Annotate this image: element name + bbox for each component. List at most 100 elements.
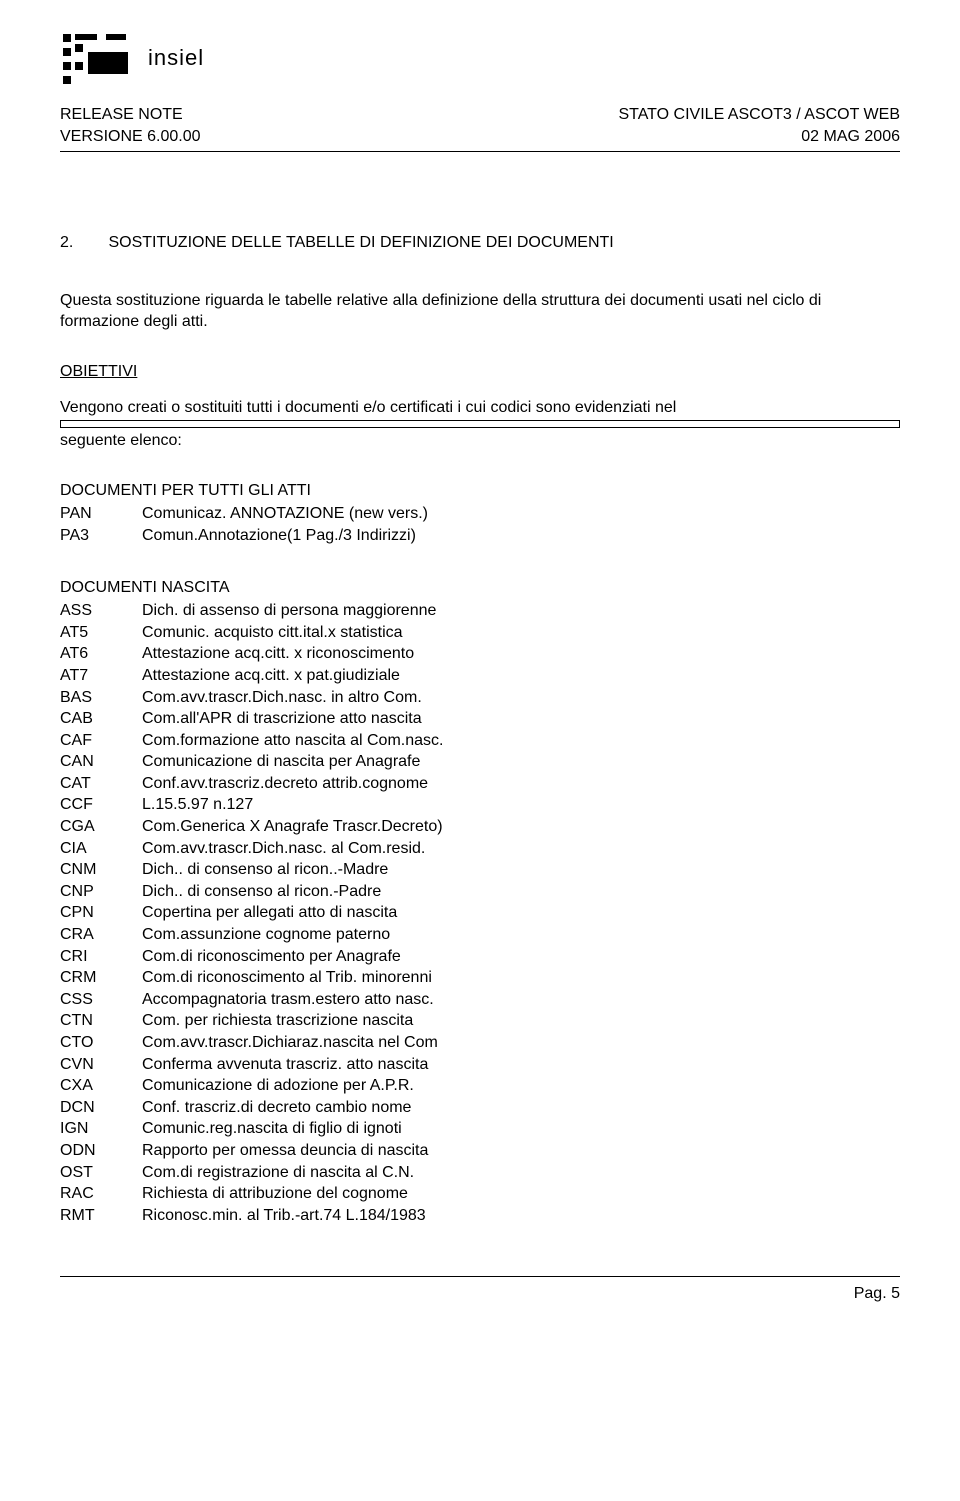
group-tutti-atti: DOCUMENTI PER TUTTI GLI ATTI PANComunica… xyxy=(60,480,900,547)
code-key: CRI xyxy=(60,946,142,968)
code-row: ASSDich. di assenso di persona maggioren… xyxy=(60,600,900,622)
date-label: 02 MAG 2006 xyxy=(618,126,900,148)
section-title: 2. SOSTITUZIONE DELLE TABELLE DI DEFINIZ… xyxy=(60,232,900,254)
code-row: CANComunicazione di nascita per Anagrafe xyxy=(60,751,900,773)
footer-rule xyxy=(60,1276,900,1277)
code-key: OST xyxy=(60,1162,142,1184)
highlight-frame xyxy=(60,420,900,428)
code-row: AT7Attestazione acq.citt. x pat.giudizia… xyxy=(60,665,900,687)
seguente-elenco: seguente elenco: xyxy=(60,430,900,452)
code-key: CRM xyxy=(60,967,142,989)
code-row: BASCom.avv.trascr.Dich.nasc. in altro Co… xyxy=(60,687,900,709)
code-desc: Comunicazione di nascita per Anagrafe xyxy=(142,751,420,773)
code-desc: Com.avv.trascr.Dich.nasc. in altro Com. xyxy=(142,687,422,709)
code-desc: Com.di riconoscimento al Trib. minorenni xyxy=(142,967,432,989)
code-desc: Attestazione acq.citt. x riconoscimento xyxy=(142,643,414,665)
code-desc: Comun.Annotazione(1 Pag./3 Indirizzi) xyxy=(142,525,416,547)
header-rule xyxy=(60,151,900,152)
code-desc: Rapporto per omessa deuncia di nascita xyxy=(142,1140,428,1162)
code-key: CTO xyxy=(60,1032,142,1054)
code-desc: Com.avv.trascr.Dich.nasc. al Com.resid. xyxy=(142,838,425,860)
code-row: CNPDich.. di consenso al ricon.-Padre xyxy=(60,881,900,903)
code-key: CVN xyxy=(60,1054,142,1076)
code-key: CAB xyxy=(60,708,142,730)
intro-paragraph: Questa sostituzione riguarda le tabelle … xyxy=(60,290,900,333)
obiettivi-text: Vengono creati o sostituiti tutti i docu… xyxy=(60,397,900,419)
code-key: CNP xyxy=(60,881,142,903)
code-row: IGNComunic.reg.nascita di figlio di igno… xyxy=(60,1118,900,1140)
code-key: RMT xyxy=(60,1205,142,1227)
code-key: CTN xyxy=(60,1010,142,1032)
code-row: CAFCom.formazione atto nascita al Com.na… xyxy=(60,730,900,752)
code-desc: Dich.. di consenso al ricon..-Madre xyxy=(142,859,388,881)
code-row: PANComunicaz. ANNOTAZIONE (new vers.) xyxy=(60,503,900,525)
code-row: CIACom.avv.trascr.Dich.nasc. al Com.resi… xyxy=(60,838,900,860)
code-key: BAS xyxy=(60,687,142,709)
code-row: CCFL.15.5.97 n.127 xyxy=(60,794,900,816)
code-key: AT6 xyxy=(60,643,142,665)
code-desc: L.15.5.97 n.127 xyxy=(142,794,253,816)
code-key: AT5 xyxy=(60,622,142,644)
code-row: RMTRiconosc.min. al Trib.-art.74 L.184/1… xyxy=(60,1205,900,1227)
code-row: AT5Comunic. acquisto citt.ital.x statist… xyxy=(60,622,900,644)
code-row: CGACom.Generica X Anagrafe Trascr.Decret… xyxy=(60,816,900,838)
code-desc: Dich. di assenso di persona maggiorenne xyxy=(142,600,436,622)
code-key: CAF xyxy=(60,730,142,752)
code-key: AT7 xyxy=(60,665,142,687)
code-desc: Conf.avv.trascriz.decreto attrib.cognome xyxy=(142,773,428,795)
code-desc: Com. per richiesta trascrizione nascita xyxy=(142,1010,413,1032)
code-desc: Accompagnatoria trasm.estero atto nasc. xyxy=(142,989,434,1011)
code-row: AT6Attestazione acq.citt. x riconoscimen… xyxy=(60,643,900,665)
code-desc: Com.all'APR di trascrizione atto nascita xyxy=(142,708,422,730)
code-desc: Com.avv.trascr.Dichiaraz.nascita nel Com xyxy=(142,1032,438,1054)
code-desc: Comunic. acquisto citt.ital.x statistica xyxy=(142,622,403,644)
code-desc: Copertina per allegati atto di nascita xyxy=(142,902,397,924)
code-key: CIA xyxy=(60,838,142,860)
code-row: OSTCom.di registrazione di nascita al C.… xyxy=(60,1162,900,1184)
code-key: CGA xyxy=(60,816,142,838)
code-key: CAT xyxy=(60,773,142,795)
code-row: ODNRapporto per omessa deuncia di nascit… xyxy=(60,1140,900,1162)
product-label: STATO CIVILE ASCOT3 / ASCOT WEB xyxy=(618,104,900,126)
code-key: CCF xyxy=(60,794,142,816)
logo-block: insiel xyxy=(60,30,900,86)
code-desc: Riconosc.min. al Trib.-art.74 L.184/1983 xyxy=(142,1205,426,1227)
code-desc: Com.di registrazione di nascita al C.N. xyxy=(142,1162,414,1184)
code-row: PA3Comun.Annotazione(1 Pag./3 Indirizzi) xyxy=(60,525,900,547)
code-key: CPN xyxy=(60,902,142,924)
code-row: CABCom.all'APR di trascrizione atto nasc… xyxy=(60,708,900,730)
release-note-label: RELEASE NOTE xyxy=(60,104,201,126)
code-key: RAC xyxy=(60,1183,142,1205)
insiel-logo-icon xyxy=(60,30,130,86)
code-row: CRACom.assunzione cognome paterno xyxy=(60,924,900,946)
code-desc: Comunicazione di adozione per A.P.R. xyxy=(142,1075,414,1097)
code-desc: Richiesta di attribuzione del cognome xyxy=(142,1183,408,1205)
code-desc: Comunic.reg.nascita di figlio di ignoti xyxy=(142,1118,402,1140)
code-key: IGN xyxy=(60,1118,142,1140)
code-desc: Attestazione acq.citt. x pat.giudiziale xyxy=(142,665,400,687)
code-key: PAN xyxy=(60,503,142,525)
code-key: CAN xyxy=(60,751,142,773)
group-nascita: DOCUMENTI NASCITA ASSDich. di assenso di… xyxy=(60,577,900,1227)
code-key: CNM xyxy=(60,859,142,881)
code-desc: Com.Generica X Anagrafe Trascr.Decreto) xyxy=(142,816,443,838)
code-row: CSSAccompagnatoria trasm.estero atto nas… xyxy=(60,989,900,1011)
code-desc: Comunicaz. ANNOTAZIONE (new vers.) xyxy=(142,503,428,525)
code-key: CXA xyxy=(60,1075,142,1097)
page-number: Pag. 5 xyxy=(60,1283,900,1305)
code-row: CVNConferma avvenuta trascriz. atto nasc… xyxy=(60,1054,900,1076)
code-row: CRICom.di riconoscimento per Anagrafe xyxy=(60,946,900,968)
code-row: CTNCom. per richiesta trascrizione nasci… xyxy=(60,1010,900,1032)
code-key: ODN xyxy=(60,1140,142,1162)
section-heading: SOSTITUZIONE DELLE TABELLE DI DEFINIZION… xyxy=(108,234,613,251)
version-label: VERSIONE 6.00.00 xyxy=(60,126,201,148)
code-desc: Com.assunzione cognome paterno xyxy=(142,924,390,946)
code-row: DCNConf. trascriz.di decreto cambio nome xyxy=(60,1097,900,1119)
code-row: CPNCopertina per allegati atto di nascit… xyxy=(60,902,900,924)
code-row: CRMCom.di riconoscimento al Trib. minore… xyxy=(60,967,900,989)
code-key: ASS xyxy=(60,600,142,622)
code-row: CTOCom.avv.trascr.Dichiaraz.nascita nel … xyxy=(60,1032,900,1054)
code-row: CATConf.avv.trascriz.decreto attrib.cogn… xyxy=(60,773,900,795)
code-desc: Com.formazione atto nascita al Com.nasc. xyxy=(142,730,443,752)
group2-title: DOCUMENTI NASCITA xyxy=(60,577,900,599)
